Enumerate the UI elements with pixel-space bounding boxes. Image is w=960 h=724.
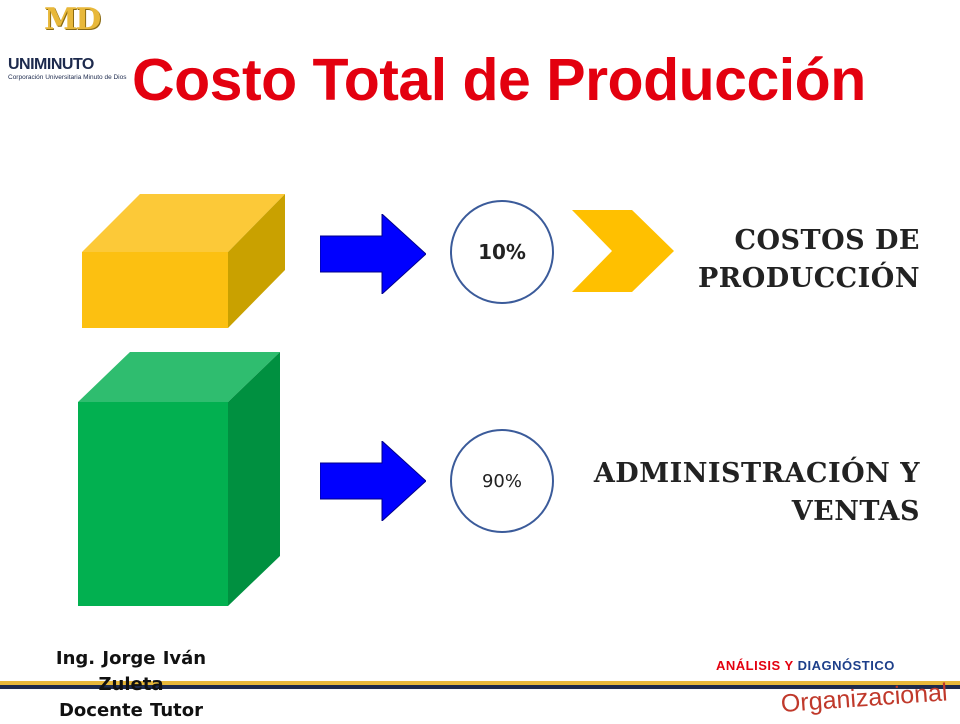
author-line: Ing. Jorge Iván <box>55 648 207 669</box>
logo-name: UNIMINUTO <box>8 56 94 73</box>
label-line: PRODUCCIÓN <box>697 263 920 294</box>
category-label: ADMINISTRACIÓN Y VENTAS <box>540 455 920 531</box>
label-line: VENTAS <box>791 496 920 527</box>
tag-part: DIAGNÓSTICO <box>797 658 895 673</box>
footer-divider <box>0 681 960 685</box>
category-label: COSTOS DE PRODUCCIÓN <box>560 222 920 298</box>
author-line: Docente Tutor <box>58 700 204 721</box>
uniminuto-logo: MD UNIMINUTO Corporación Universitaria M… <box>4 0 134 90</box>
green-cube <box>78 352 280 606</box>
label-line: ADMINISTRACIÓN Y <box>593 458 920 489</box>
tag-part: ANÁLISIS Y <box>716 658 794 673</box>
percent-circle: 90% <box>450 429 554 533</box>
right-arrow-icon <box>320 441 426 521</box>
author-credit: Ing. Jorge Iván Zuleta Docente Tutor <box>16 646 246 724</box>
percent-circle: 10% <box>450 200 554 304</box>
logo-md-letters: MD <box>44 2 101 37</box>
logo-subtitle: Corporación Universitaria Minuto de Dios <box>8 74 127 81</box>
footer-course-tag: ANÁLISIS Y DIAGNÓSTICO <box>716 658 895 673</box>
slide-title: Costo Total de Producción <box>132 47 866 113</box>
chevron-right-icon <box>572 210 674 292</box>
footer-divider <box>0 685 960 689</box>
percent-value: 10% <box>478 240 526 264</box>
yellow-cube <box>82 194 285 328</box>
percent-value: 90% <box>481 470 522 492</box>
right-arrow-icon <box>320 214 426 294</box>
author-line: Zuleta <box>98 674 164 695</box>
label-line: COSTOS DE <box>734 225 920 256</box>
